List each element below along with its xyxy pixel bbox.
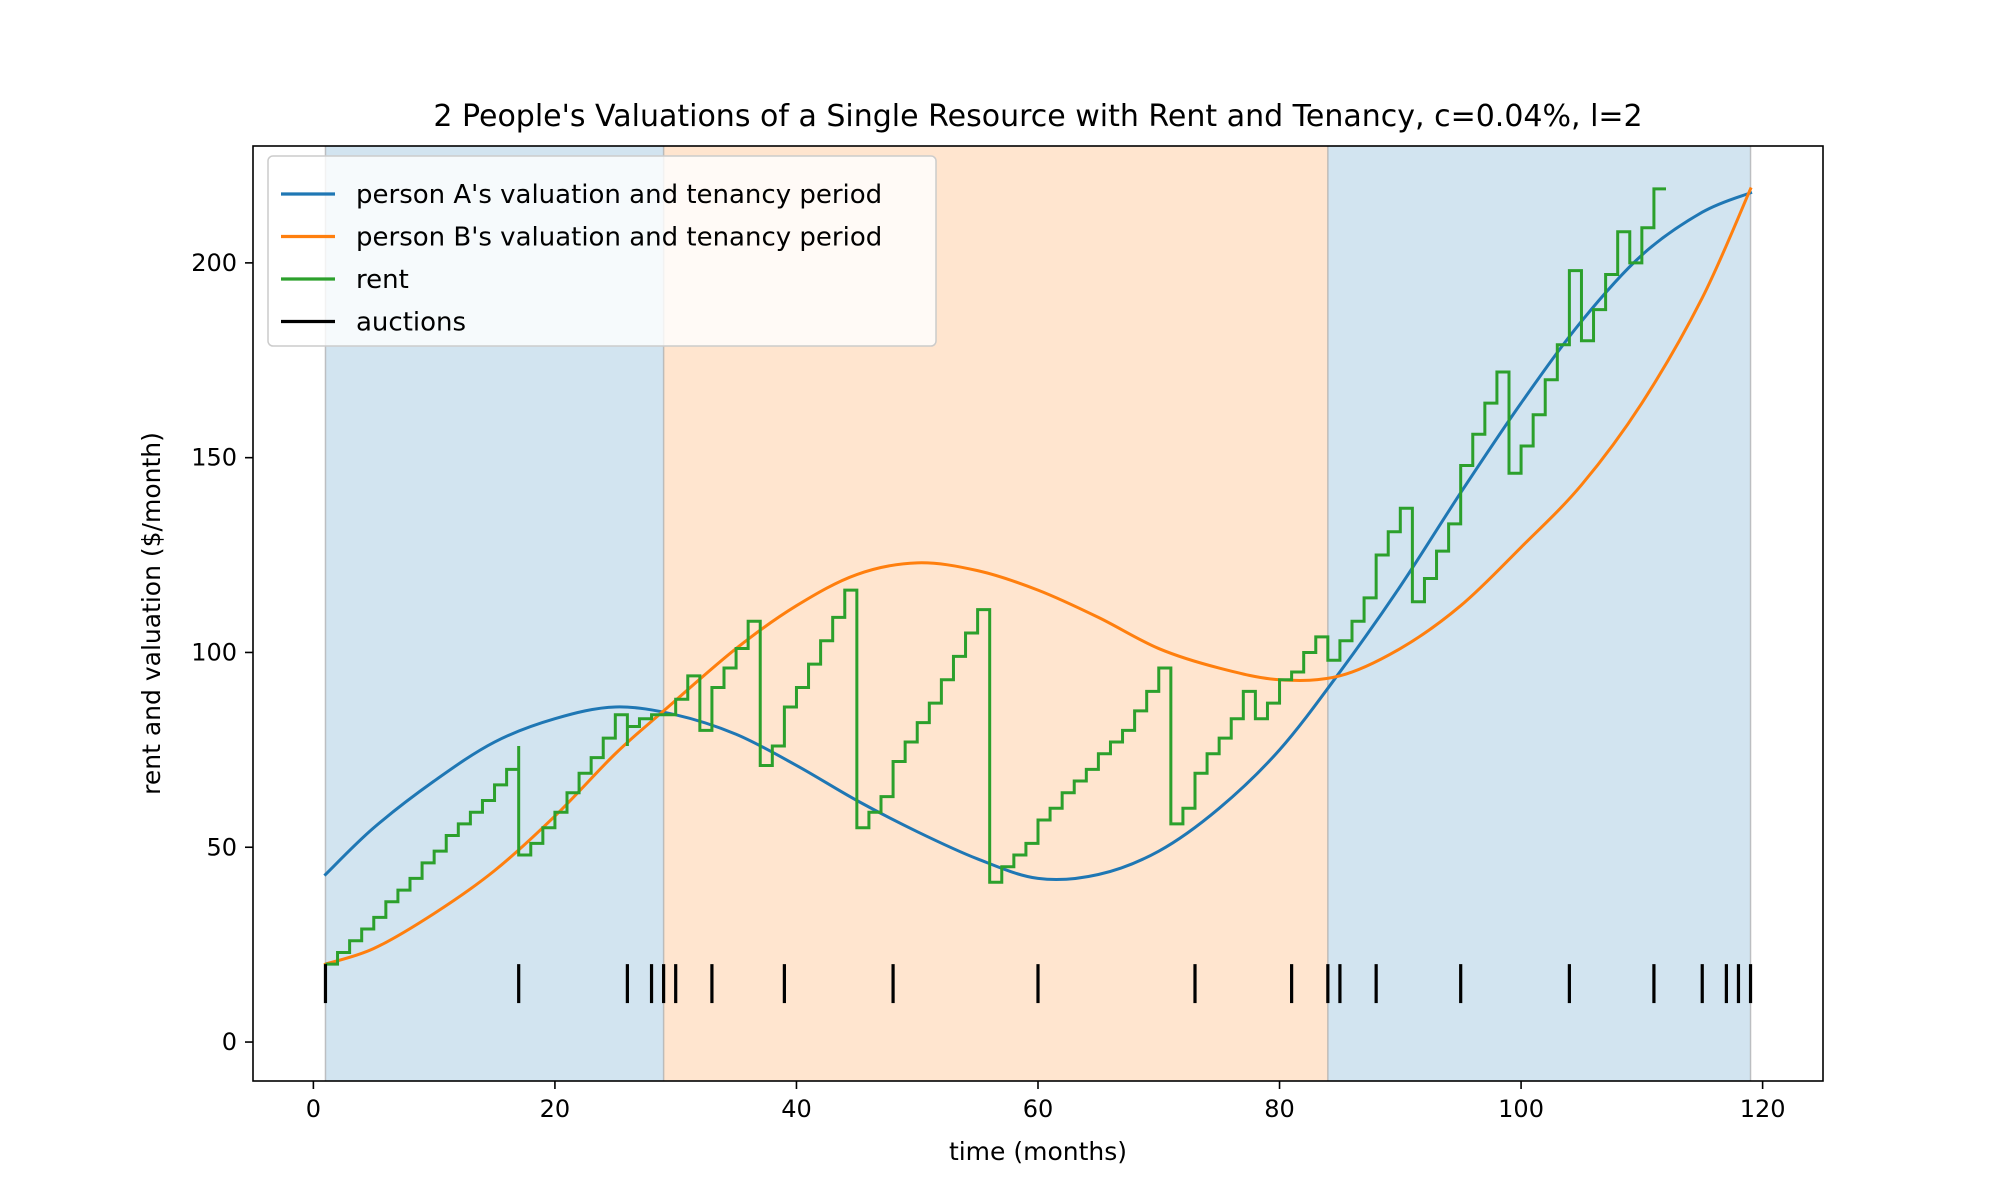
- legend-box: [267, 155, 937, 347]
- legend: person A's valuation and tenancy period p…: [267, 155, 937, 347]
- auction-markers: [323, 964, 1753, 1004]
- x-tick-label: 20: [540, 1095, 571, 1123]
- axis-ticks: 0 20 40 60 80 100 120 0 50 100 150 200: [191, 249, 1785, 1123]
- y-tick-label: 50: [206, 833, 237, 861]
- y-tick-label: 150: [191, 444, 237, 472]
- x-tick-label: 120: [1740, 1095, 1786, 1123]
- y-tick-label: 100: [191, 638, 237, 666]
- series-line-person-a: [323, 190, 1753, 882]
- tenancy-span-3: [1327, 146, 1751, 1081]
- x-tick-label: 40: [781, 1095, 812, 1123]
- legend-label-auctions: auctions: [356, 308, 466, 338]
- x-tick-label: 80: [1264, 1095, 1295, 1123]
- x-tick-label: 0: [306, 1095, 321, 1123]
- chart-title: 2 People's Valuations of a Single Resour…: [433, 99, 1642, 134]
- legend-label-person-a: person A's valuation and tenancy period: [356, 180, 882, 210]
- x-tick-label: 60: [1023, 1095, 1054, 1123]
- y-tick-label: 0: [222, 1028, 237, 1056]
- legend-label-person-b: person B's valuation and tenancy period: [356, 223, 882, 253]
- y-tick-label: 200: [191, 249, 237, 277]
- y-axis-label: rent and valuation ($/month): [137, 432, 166, 795]
- x-tick-label: 100: [1498, 1095, 1544, 1123]
- x-axis-label: time (months): [949, 1137, 1127, 1166]
- legend-label-rent: rent: [356, 265, 409, 295]
- series-lines: [323, 186, 1753, 967]
- series-line-rent: [325, 187, 1666, 966]
